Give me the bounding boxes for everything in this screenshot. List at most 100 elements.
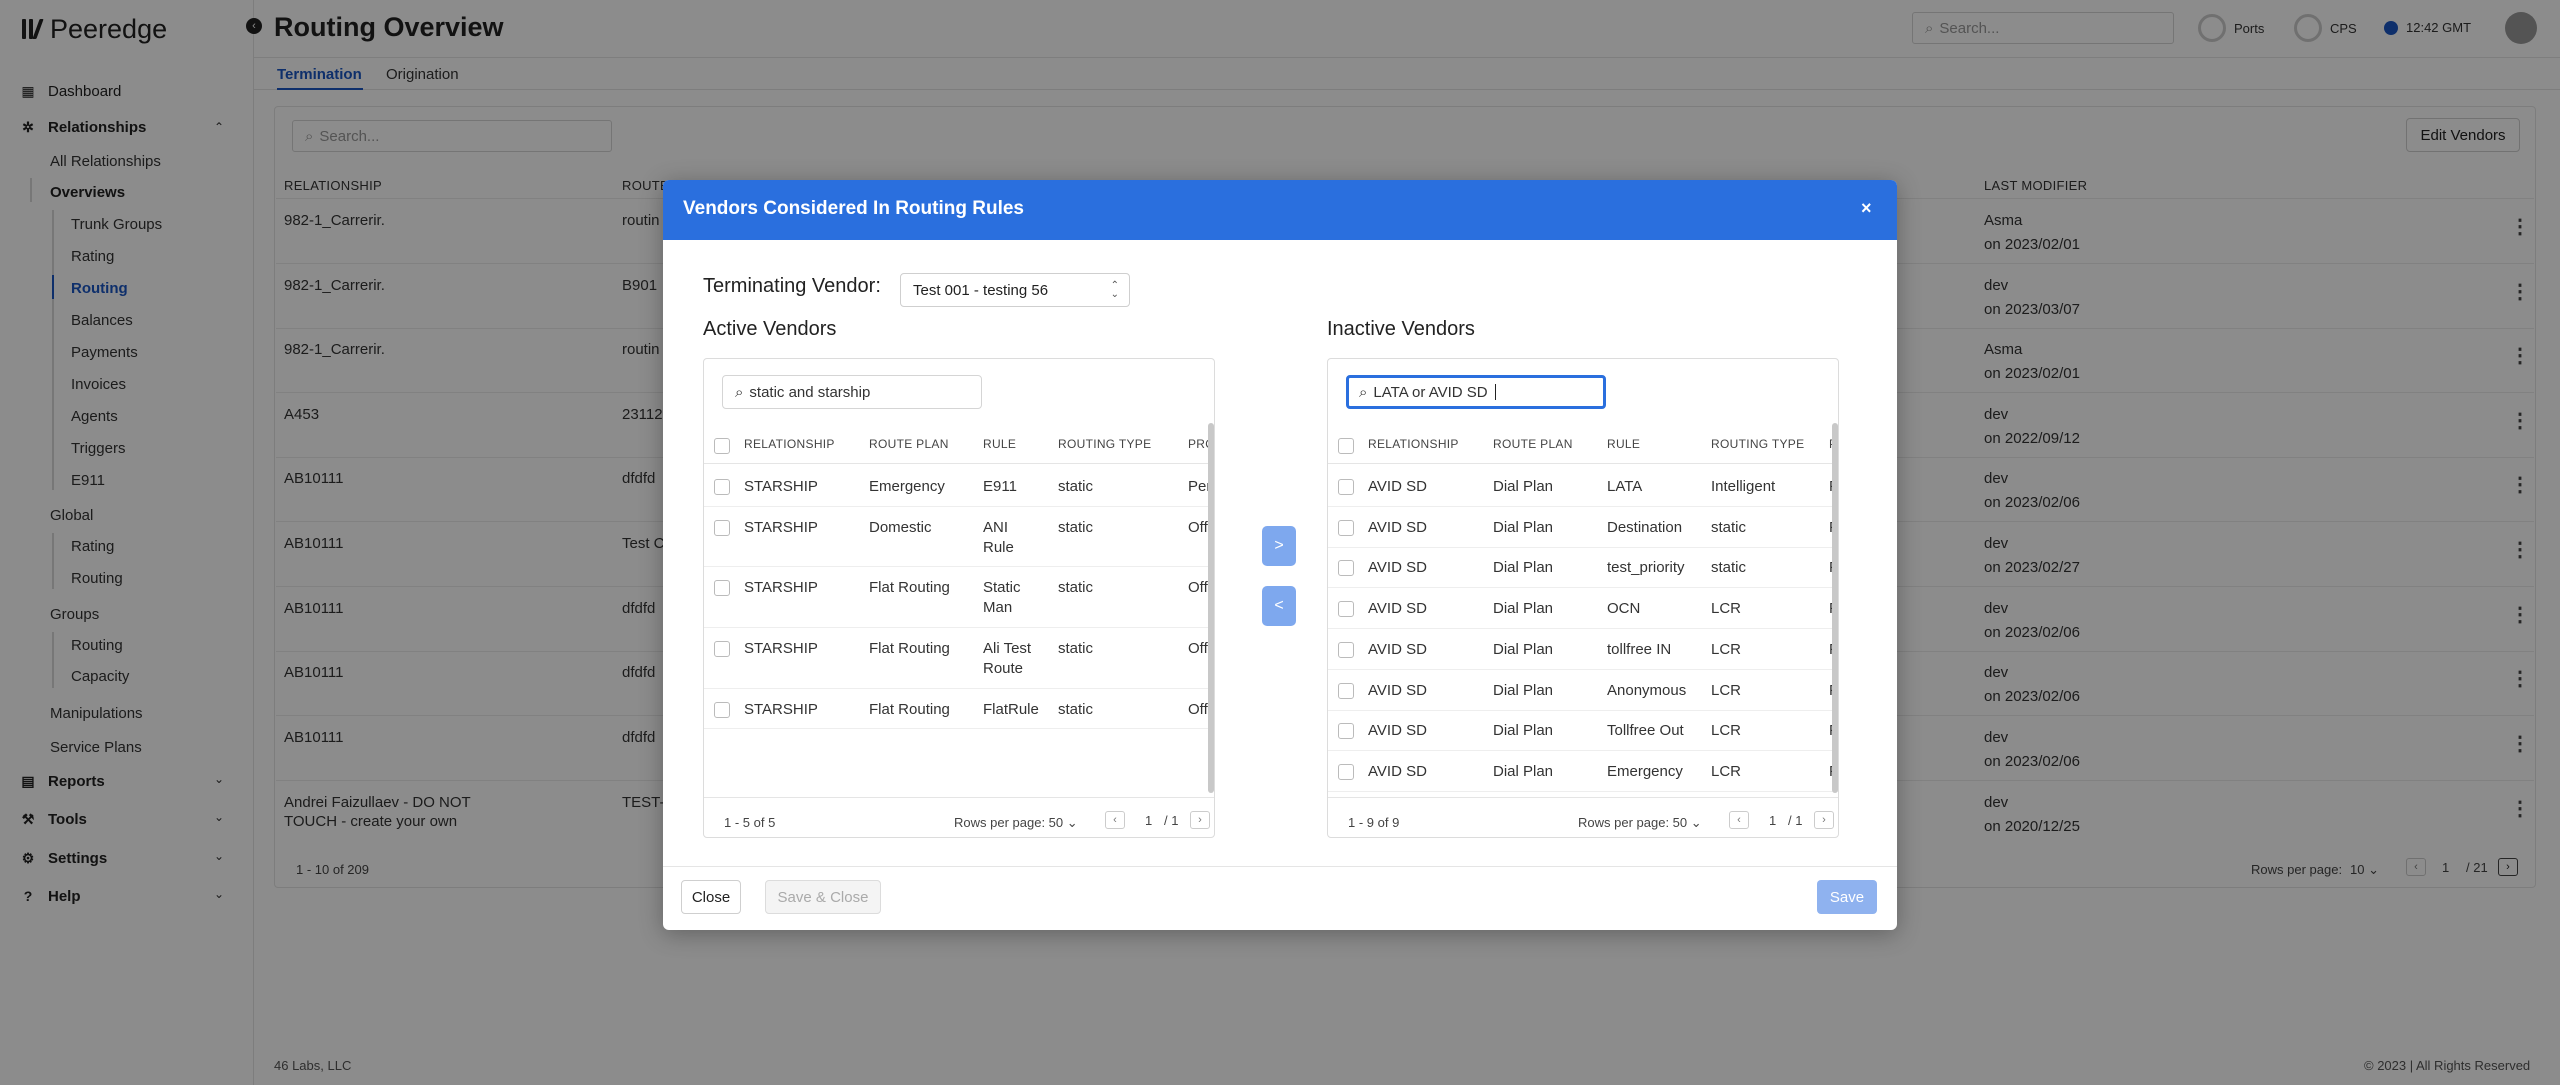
sidebar-item-e911[interactable]: E911: [71, 471, 105, 489]
row-checkbox[interactable]: [714, 641, 730, 657]
cps-indicator[interactable]: CPS: [2294, 14, 2357, 42]
cell-relationship[interactable]: AB10111: [284, 600, 344, 617]
chevron-down-icon[interactable]: ⌄: [214, 772, 225, 786]
table-search-input[interactable]: ⌕ Search...: [292, 120, 612, 152]
row-checkbox[interactable]: [1338, 641, 1354, 658]
active-vendors-search-input[interactable]: ⌕ static and starship: [722, 375, 982, 409]
cell-relationship[interactable]: AB10111: [284, 664, 344, 681]
cell-relationship[interactable]: 982-1_Carrerir.: [284, 212, 385, 229]
prev-page-button[interactable]: ‹: [1105, 811, 1125, 829]
inactive-vendors-search-input[interactable]: ⌕ LATA or AVID SD: [1346, 375, 1606, 409]
sidebar-item-payments[interactable]: Payments: [71, 343, 138, 361]
sidebar-item-routing[interactable]: Routing: [71, 279, 128, 297]
cell-relationship[interactable]: AB10111: [284, 535, 344, 552]
sidebar-item-invoices[interactable]: Invoices: [71, 375, 127, 393]
col-header-route-plan[interactable]: ROUTE PLAN: [869, 437, 949, 451]
row-checkbox[interactable]: [1338, 560, 1354, 577]
sidebar-item-settings[interactable]: ⚙ Settings: [20, 847, 107, 869]
next-page-button[interactable]: ›: [2498, 858, 2518, 876]
row-checkbox[interactable]: [1338, 723, 1354, 740]
sidebar-item-service-plans[interactable]: Service Plans: [50, 738, 142, 756]
col-header-rule[interactable]: RULE: [983, 437, 1017, 451]
cell-relationship[interactable]: 982-1_Carrerir.: [284, 341, 385, 358]
page-number[interactable]: 1: [1769, 813, 1777, 828]
next-page-button[interactable]: ›: [1814, 811, 1834, 829]
sidebar-item-dashboard[interactable]: ▦ Dashboard: [20, 80, 121, 102]
terminating-vendor-select[interactable]: Test 001 - testing 56 ⌃ ⌄: [900, 273, 1130, 307]
move-to-inactive-button[interactable]: >: [1262, 526, 1296, 566]
sidebar-item-all-relationships[interactable]: All Relationships: [50, 152, 161, 170]
col-header-route-plan[interactable]: ROUTE PLAN: [1493, 437, 1573, 451]
scrollbar[interactable]: [1208, 423, 1214, 793]
kebab-menu-icon[interactable]: ⋮: [2510, 216, 2530, 238]
row-checkbox[interactable]: [1338, 479, 1354, 495]
row-checkbox[interactable]: [714, 580, 730, 596]
sidebar-item-overviews[interactable]: Overviews: [50, 183, 126, 201]
col-header-routing-type[interactable]: ROUTING TYPE: [1058, 437, 1152, 451]
cell-relationship[interactable]: Andrei Faizullaev - DO NOT: [284, 794, 471, 811]
kebab-menu-icon[interactable]: ⋮: [2510, 539, 2530, 561]
cell-relationship[interactable]: AB10111: [284, 729, 344, 746]
kebab-menu-icon[interactable]: ⋮: [2510, 410, 2530, 432]
chevron-down-icon[interactable]: ⌄: [214, 849, 225, 863]
cell-relationship[interactable]: AB10111: [284, 470, 344, 487]
sidebar-item-reports[interactable]: ▤ Reports: [20, 770, 104, 792]
brand-logo[interactable]: Peeredge: [22, 14, 167, 44]
sidebar-item-relationships[interactable]: ✲ Relationships: [20, 116, 234, 138]
sidebar-item-groups-routing[interactable]: Routing: [71, 636, 123, 654]
save-button[interactable]: Save: [1817, 880, 1877, 914]
save-and-close-button[interactable]: Save & Close: [765, 880, 881, 914]
sidebar-item-tools[interactable]: ⚒ Tools: [20, 808, 87, 830]
kebab-menu-icon[interactable]: ⋮: [2510, 345, 2530, 367]
sidebar-item-global-rating[interactable]: Rating: [71, 537, 115, 555]
next-page-button[interactable]: ›: [1190, 811, 1210, 829]
page-number[interactable]: 1: [2442, 860, 2450, 875]
col-header-rule[interactable]: RULE: [1607, 437, 1641, 451]
col-header-profile[interactable]: PROFI: [1188, 437, 1214, 451]
prev-page-button[interactable]: ‹: [1729, 811, 1749, 829]
back-arrow-icon[interactable]: ‹: [246, 18, 262, 34]
chevron-down-icon[interactable]: ⌄: [214, 810, 225, 824]
edit-vendors-button[interactable]: Edit Vendors: [2406, 118, 2520, 152]
sidebar-item-groups-capacity[interactable]: Capacity: [71, 667, 130, 685]
row-checkbox[interactable]: [714, 702, 730, 718]
sidebar-item-manipulations[interactable]: Manipulations: [50, 704, 143, 722]
row-checkbox[interactable]: [714, 520, 730, 536]
kebab-menu-icon[interactable]: ⋮: [2510, 798, 2530, 820]
sidebar-item-agents[interactable]: Agents: [71, 407, 118, 425]
ports-indicator[interactable]: Ports: [2198, 14, 2264, 42]
cell-relationship[interactable]: 982-1_Carrerir.: [284, 277, 385, 294]
sidebar-item-global[interactable]: Global: [50, 506, 94, 524]
row-checkbox[interactable]: [1338, 519, 1354, 536]
row-checkbox[interactable]: [714, 479, 730, 495]
kebab-menu-icon[interactable]: ⋮: [2510, 281, 2530, 303]
row-checkbox[interactable]: [1338, 601, 1354, 618]
kebab-menu-icon[interactable]: ⋮: [2510, 474, 2530, 496]
chevron-down-icon[interactable]: ⌄: [214, 887, 225, 901]
global-search-input[interactable]: ⌕ Search...: [1912, 12, 2174, 44]
avatar[interactable]: [2505, 12, 2537, 44]
rows-per-page-select[interactable]: 10 ⌄: [2350, 862, 2379, 878]
select-all-checkbox[interactable]: [714, 438, 730, 454]
col-header-relationship[interactable]: RELATIONSHIP: [284, 178, 382, 193]
sidebar-item-triggers[interactable]: Triggers: [71, 439, 126, 457]
move-to-active-button[interactable]: <: [1262, 586, 1296, 626]
close-button[interactable]: Close: [681, 880, 741, 914]
close-icon[interactable]: ×: [1861, 198, 1872, 218]
row-checkbox[interactable]: [1338, 682, 1354, 699]
row-checkbox[interactable]: [1338, 763, 1354, 780]
scrollbar[interactable]: [1832, 423, 1838, 793]
sidebar-item-balances[interactable]: Balances: [71, 311, 133, 329]
kebab-menu-icon[interactable]: ⋮: [2510, 604, 2530, 626]
page-number[interactable]: 1: [1145, 813, 1153, 828]
active-rows-per-page-select[interactable]: Rows per page: 50 ⌄: [954, 815, 1078, 831]
col-header-relationship[interactable]: RELATIONSHIP: [1368, 437, 1459, 451]
tab-origination[interactable]: Origination: [386, 66, 459, 83]
sidebar-item-help[interactable]: ? Help: [20, 885, 81, 907]
prev-page-button[interactable]: ‹: [2406, 858, 2426, 876]
kebab-menu-icon[interactable]: ⋮: [2510, 668, 2530, 690]
tab-termination[interactable]: Termination: [277, 66, 362, 83]
inactive-rows-per-page-select[interactable]: Rows per page: 50 ⌄: [1578, 815, 1702, 831]
sidebar-item-trunk-groups[interactable]: Trunk Groups: [71, 215, 163, 233]
chevron-up-icon[interactable]: ⌃: [214, 120, 225, 134]
